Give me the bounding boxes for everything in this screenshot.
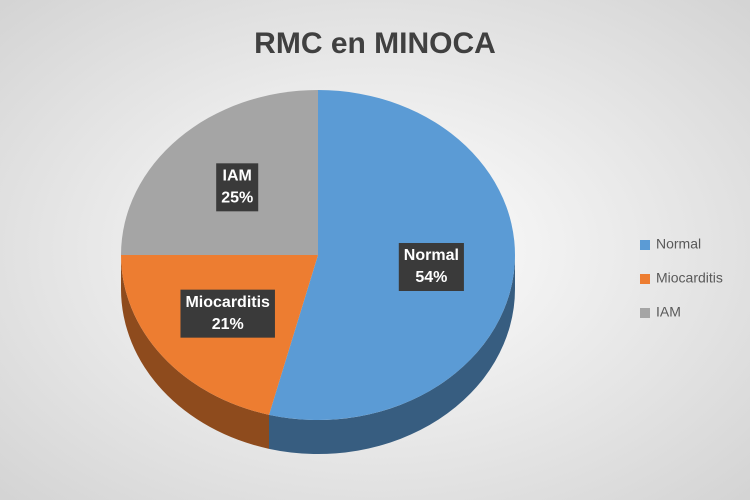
label-box <box>216 163 259 212</box>
data-labels: Normal 54% Miocarditis 21% IAM 25% <box>180 163 464 338</box>
slice-side <box>121 255 270 449</box>
legend-swatch <box>640 308 650 318</box>
data-label: Normal 54% <box>398 242 464 291</box>
label-category: Miocarditis <box>185 294 270 311</box>
data-label: Miocarditis 21% <box>180 289 275 338</box>
label-value: 25% <box>221 190 253 207</box>
slice <box>269 90 515 421</box>
data-label: IAM 25% <box>216 163 259 212</box>
label-category: IAM <box>223 168 252 185</box>
legend-label: Normal <box>656 236 701 252</box>
legend-label: Miocarditis <box>656 270 723 286</box>
label-box <box>398 242 464 291</box>
legend-swatch <box>640 274 650 284</box>
label-value: 54% <box>415 269 447 286</box>
legend: Normal Miocarditis IAM <box>640 236 723 320</box>
chart-title: RMC en MINOCA <box>254 27 496 60</box>
label-box <box>180 289 275 338</box>
slice-side <box>269 255 515 454</box>
legend-swatch <box>640 240 650 250</box>
label-value: 21% <box>212 316 244 333</box>
label-category: Normal <box>404 247 459 264</box>
legend-label: IAM <box>656 304 681 320</box>
